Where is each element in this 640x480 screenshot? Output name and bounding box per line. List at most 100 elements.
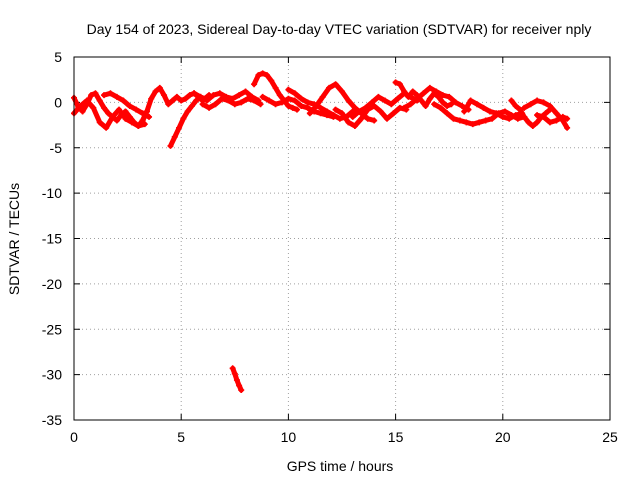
data-point xyxy=(83,97,90,104)
data-point xyxy=(90,104,97,111)
data-point xyxy=(369,99,376,106)
data-point xyxy=(501,108,508,115)
data-point xyxy=(285,95,292,102)
data-point xyxy=(199,101,206,108)
data-point xyxy=(79,108,86,115)
data-point xyxy=(534,97,541,104)
data-point xyxy=(351,122,358,129)
data-point xyxy=(109,113,116,120)
data-point xyxy=(126,103,133,110)
data-point xyxy=(332,81,339,88)
y-tick-label: -5 xyxy=(50,140,63,156)
data-point xyxy=(319,93,326,100)
data-point xyxy=(135,122,142,129)
data-point xyxy=(540,99,547,106)
data-point xyxy=(482,117,489,124)
data-point xyxy=(546,119,553,126)
data-point xyxy=(197,93,204,100)
data-point xyxy=(396,81,403,88)
y-tick-label: -15 xyxy=(42,231,62,247)
data-point xyxy=(238,387,245,394)
data-point xyxy=(480,104,487,111)
data-point xyxy=(476,119,483,126)
data-point xyxy=(231,370,238,377)
series-line xyxy=(200,96,263,111)
data-point xyxy=(141,121,148,128)
data-point xyxy=(461,108,468,115)
x-tick-label: 20 xyxy=(495,429,511,445)
x-tick-label: 15 xyxy=(388,429,404,445)
data-point xyxy=(251,97,258,104)
data-point xyxy=(339,110,345,117)
data-point xyxy=(263,72,270,79)
data-point xyxy=(244,95,251,102)
data-point xyxy=(276,92,283,99)
data-point xyxy=(304,104,311,111)
data-point xyxy=(463,119,470,126)
plot-area xyxy=(71,70,571,394)
series-track-b xyxy=(71,97,148,131)
plot-frame xyxy=(73,56,611,421)
data-point xyxy=(161,92,168,99)
data-point xyxy=(259,93,266,100)
data-point xyxy=(431,101,438,108)
data-point xyxy=(103,124,110,131)
data-point xyxy=(293,106,300,113)
data-point xyxy=(345,119,352,126)
data-point xyxy=(489,115,496,122)
data-point xyxy=(330,112,337,119)
data-point xyxy=(392,79,399,86)
data-point xyxy=(216,90,223,97)
data-point xyxy=(534,112,541,119)
data-point xyxy=(317,110,324,117)
data-point xyxy=(529,122,536,129)
data-point xyxy=(218,95,225,102)
y-tick-label: 5 xyxy=(54,49,62,65)
data-point xyxy=(298,95,305,102)
data-point xyxy=(229,365,236,372)
data-point xyxy=(116,106,123,113)
data-point xyxy=(493,110,500,117)
data-point xyxy=(257,101,264,108)
y-tick-label: 0 xyxy=(54,94,62,110)
data-point xyxy=(446,93,453,100)
data-point xyxy=(364,115,371,122)
data-point xyxy=(448,101,455,108)
x-axis-label: GPS time / hours xyxy=(287,458,394,474)
data-point xyxy=(540,113,547,120)
data-point xyxy=(101,104,108,111)
data-point xyxy=(474,101,481,108)
data-point xyxy=(306,110,313,117)
data-point xyxy=(559,113,566,120)
data-point xyxy=(362,104,369,111)
series-line xyxy=(461,98,525,122)
data-point xyxy=(422,103,429,110)
series-track-g xyxy=(199,95,264,111)
x-tick-label: 10 xyxy=(281,429,297,445)
data-point xyxy=(289,104,296,111)
data-point xyxy=(173,93,180,100)
chart-title: Day 154 of 2023, Sidereal Day-to-day VTE… xyxy=(87,21,592,37)
data-point xyxy=(120,97,127,104)
data-point xyxy=(381,97,388,104)
data-point xyxy=(178,97,185,104)
data-point xyxy=(191,90,198,97)
data-point xyxy=(167,142,174,149)
data-point xyxy=(323,108,330,115)
data-point xyxy=(444,103,451,110)
data-point xyxy=(291,90,298,97)
data-point xyxy=(508,97,515,104)
data-point xyxy=(371,117,378,124)
data-point xyxy=(212,101,219,108)
data-point xyxy=(459,103,466,110)
data-point xyxy=(285,86,292,93)
data-point xyxy=(101,92,108,99)
data-point xyxy=(169,97,176,104)
data-point xyxy=(564,124,571,131)
data-point xyxy=(182,95,189,102)
data-point xyxy=(426,84,433,91)
data-point xyxy=(233,377,240,384)
data-point xyxy=(203,97,210,104)
x-tick-label: 0 xyxy=(70,429,78,445)
